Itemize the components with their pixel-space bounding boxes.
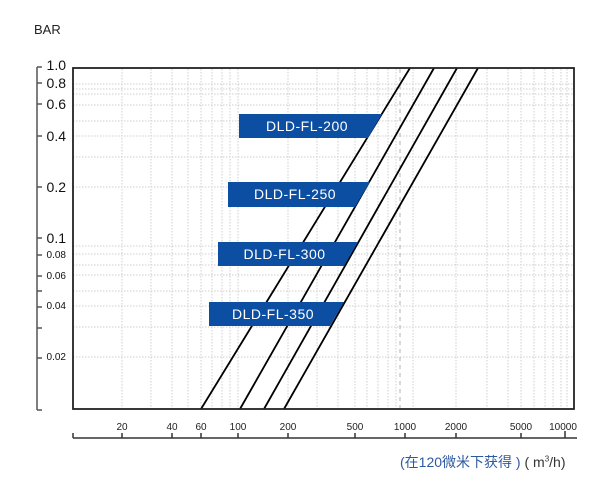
line-dld-fl-250: [239, 67, 435, 410]
x-tick-label: 20: [116, 422, 128, 433]
line-dld-fl-300: [263, 67, 458, 410]
x-tick-label: 40: [166, 422, 178, 433]
y-tick-label: 1.0: [46, 57, 66, 73]
x-unit-open: ( m: [520, 454, 545, 470]
label-box-dld-fl-350: [209, 302, 344, 326]
y-tick-label: 0.1: [46, 230, 66, 246]
series-label-text: DLD-FL-300: [243, 246, 326, 262]
y-tick-label: 0.08: [46, 250, 66, 261]
x-tick-label: 100: [229, 422, 247, 433]
x-unit-close: /h): [549, 454, 566, 470]
y-axis-unit-label: BAR: [34, 22, 61, 37]
label-box-dld-fl-250: [228, 182, 370, 207]
x-axis-note: (在120微米下获得 ): [400, 454, 521, 470]
x-tick-label: 60: [195, 422, 207, 433]
x-tick-label: 500: [346, 422, 364, 433]
label-box-dld-fl-300: [218, 242, 358, 266]
y-axis: [36, 66, 42, 411]
y-tick-label: 0.8: [46, 75, 66, 91]
y-tick-label: 0.2: [46, 179, 66, 195]
label-box-dld-fl-200: [239, 114, 382, 138]
line-dld-fl-350: [283, 67, 479, 410]
series-label-text: DLD-FL-350: [231, 306, 315, 322]
y-tick-label: 0.4: [46, 128, 66, 144]
x-axis-unit-label: (在120微米下获得 ) ( m3/h): [400, 452, 565, 472]
x-tick-label: 2000: [444, 422, 468, 433]
series-label-text: DLD-FL-250: [253, 186, 337, 202]
x-tick-label: 200: [279, 422, 297, 433]
plot-frame: [72, 67, 575, 410]
x-tick-label: 10000: [549, 422, 577, 433]
y-tick-label: 0.06: [46, 271, 66, 282]
x-axis: [72, 431, 577, 439]
grid-vertical: [121, 69, 568, 408]
x-tick-label: 1000: [393, 422, 417, 433]
series-label-text: DLD-FL-200: [265, 118, 349, 134]
x-unit-sup: 3: [544, 454, 550, 464]
series-lines: [200, 67, 479, 410]
series-label-boxes: [209, 114, 382, 326]
y-tick-label: 0.02: [46, 352, 66, 363]
y-tick-label: 0.04: [46, 301, 66, 312]
x-tick-label: 5000: [509, 422, 533, 433]
y-tick-label: 0.6: [46, 96, 66, 112]
